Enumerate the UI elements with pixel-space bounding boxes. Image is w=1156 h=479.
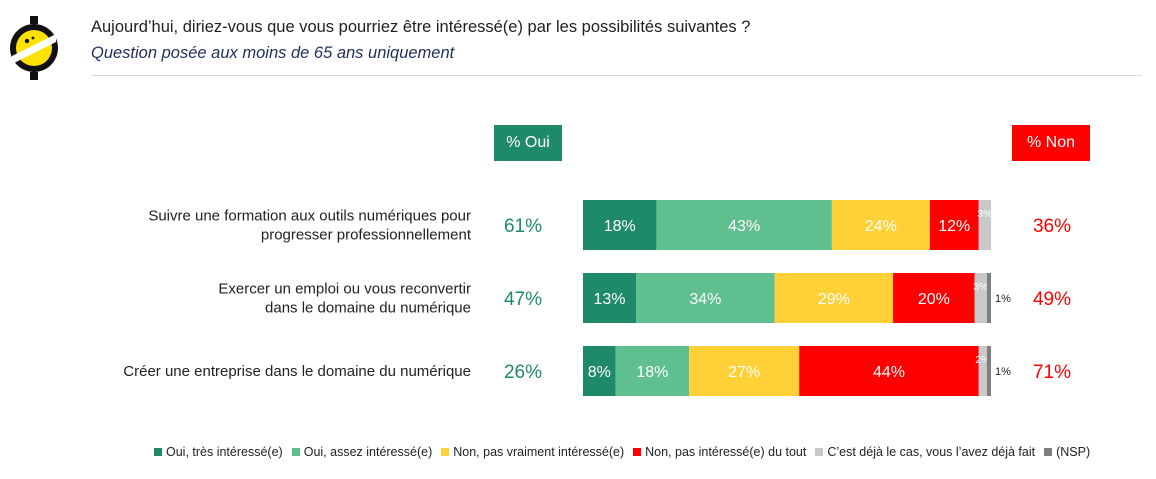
data-label: 43%	[728, 218, 760, 235]
legend-label: C’est déjà le cas, vous l’avez déjà fait	[827, 445, 1036, 459]
bar-segment-nsp	[986, 273, 991, 323]
data-label: 2%	[975, 354, 990, 366]
legend-swatch	[154, 448, 162, 456]
legend-item-oui-tres: Oui, très intéressé(e)	[154, 445, 283, 459]
legend-item-oui-assez: Oui, assez intéressé(e)	[291, 445, 433, 459]
data-label: 44%	[873, 364, 905, 381]
bar-segment-oui-assez	[615, 346, 690, 396]
legend-item-non-pas-du-tout: Non, pas intéressé(e) du tout	[633, 445, 806, 459]
chart-title: Aujourd’hui, diriez-vous que vous pourri…	[91, 18, 751, 36]
bar-segment-deja-le-cas	[974, 273, 987, 323]
category-label: Suivre une formation aux outils numériqu…	[148, 208, 472, 244]
legend-label: Non, pas intéressé(e) du tout	[645, 445, 807, 459]
legend-swatch	[1044, 448, 1053, 456]
data-label: 13%	[594, 291, 626, 308]
legend-swatch	[291, 448, 300, 456]
data-label: 24%	[865, 218, 897, 235]
category-label: Exercer un emploi ou vous reconvertir dan…	[218, 281, 471, 317]
bar-segment-oui-assez	[656, 200, 832, 250]
legend-label: Oui, très intéressé(e)	[166, 445, 283, 459]
badge-oui: % Oui	[494, 125, 562, 161]
data-label: 20%	[918, 291, 950, 308]
legend-label: Non, pas vraiment intéressé(e)	[453, 445, 625, 459]
chart-subtitle: Question posée aux moins de 65 ans uniqu…	[91, 44, 455, 62]
legend-swatch	[815, 448, 824, 456]
bar-segment-non-pas-du-tout	[929, 200, 979, 250]
legend-swatch	[441, 448, 450, 456]
total-oui-label: 47%	[504, 289, 542, 310]
category-label: Créer une entreprise dans le domaine du …	[123, 363, 471, 380]
bar-segment-deja-le-cas	[978, 200, 991, 250]
legend-label: (NSP)	[1056, 445, 1091, 459]
bar-segment-non-pas-vraiment	[689, 346, 800, 396]
bar-segment-non-pas-du-tout	[893, 273, 975, 323]
bar-segment-non-pas-vraiment	[831, 200, 930, 250]
header-divider	[91, 75, 1142, 76]
data-label: 1%	[995, 293, 1011, 305]
data-label: 34%	[689, 291, 721, 308]
bar-segment-deja-le-cas	[978, 346, 987, 396]
data-label: 8%	[588, 364, 611, 381]
legend-item-nsp: (NSP)	[1044, 445, 1090, 459]
chart-legend: Oui, très intéressé(e) Oui, assez intéres…	[154, 445, 1090, 459]
total-oui-label: 26%	[504, 362, 542, 383]
legend-label: Oui, assez intéressé(e)	[303, 445, 433, 459]
total-oui-label: 61%	[504, 216, 542, 237]
total-non-label: 36%	[1033, 216, 1071, 237]
bar-segment-nsp	[986, 346, 991, 396]
data-label: 18%	[636, 364, 668, 381]
data-label: 12%	[938, 218, 970, 235]
total-non-label: 49%	[1033, 289, 1071, 310]
legend-item-deja-le-cas: C’est déjà le cas, vous l’avez déjà fait	[815, 445, 1035, 459]
bar-segment-oui-assez	[636, 273, 775, 323]
data-label: 1%	[995, 366, 1011, 378]
bar-segment-non-pas-du-tout	[799, 346, 979, 396]
data-label: 3%	[977, 208, 992, 220]
bar-segment-non-pas-vraiment	[774, 273, 894, 323]
bar-segment-oui-tres	[583, 346, 616, 396]
badge-non: % Non	[1012, 125, 1090, 161]
data-label: 29%	[818, 291, 850, 308]
legend-item-non-pas-vraiment: Non, pas vraiment intéressé(e)	[441, 445, 624, 459]
data-label: 18%	[604, 218, 636, 235]
data-label: 27%	[728, 364, 760, 381]
total-non-label: 71%	[1033, 362, 1071, 383]
brand-logo-icon	[10, 16, 58, 80]
legend-swatch	[633, 448, 642, 456]
data-label: 3%	[973, 281, 988, 293]
bar-segment-oui-tres	[583, 200, 657, 250]
bar-segment-oui-tres	[583, 273, 637, 323]
